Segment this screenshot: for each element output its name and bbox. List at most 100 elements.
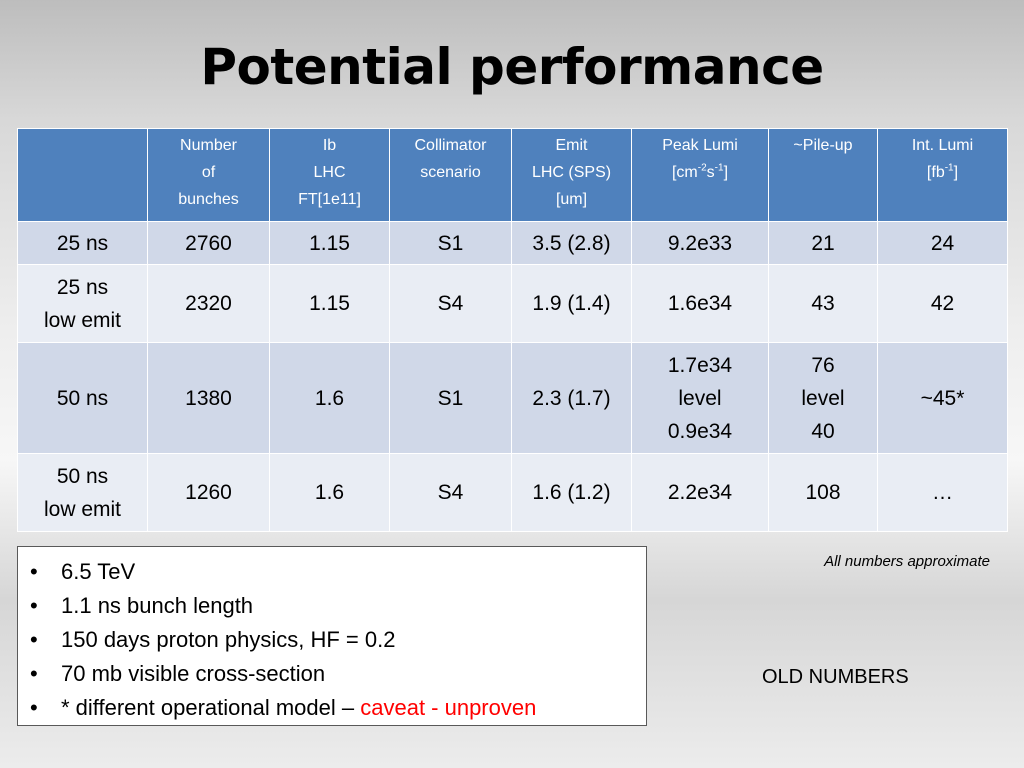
- table-cell: 42: [877, 264, 1008, 343]
- header-line: Number: [180, 137, 237, 154]
- table-cell: 2320: [147, 264, 270, 343]
- performance-table: Number of bunches Ib LHC FT[1e11] Collim…: [17, 128, 1008, 532]
- table-row: 25 ns 2760 1.15 S1 3.5 (2.8) 9.2e33 21 24: [17, 221, 1008, 265]
- cell-line: 43: [811, 292, 835, 315]
- table-cell: 1.15: [269, 221, 390, 265]
- slide-title: Potential performance: [200, 38, 824, 96]
- table-cell: 1.6: [269, 453, 390, 532]
- cell-line: 2.3 (1.7): [532, 386, 611, 410]
- note-item: • 6.5 TeV: [30, 555, 646, 589]
- approximate-note: All numbers approximate: [824, 553, 990, 570]
- header-ib-lhc: Ib LHC FT[1e11]: [269, 128, 390, 222]
- table-cell: 9.2e33: [631, 221, 769, 265]
- header-line: LHC (SPS): [531, 164, 612, 181]
- notes-box: • 6.5 TeV • 1.1 ns bunch length • 150 days pr…: [17, 546, 647, 726]
- header-emit: Emit LHC (SPS) [um]: [511, 128, 632, 222]
- table-row: 50 ns low emit 1260 1.6 S4 1.6 (1.2) 2.2e34 108…: [17, 453, 1008, 532]
- cell-line: 1.7e34: [667, 353, 733, 377]
- table-cell: ~45*: [877, 342, 1008, 454]
- bullet-icon: •: [30, 661, 38, 686]
- caveat-text: caveat - unproven: [360, 695, 537, 720]
- table-cell: S4: [389, 453, 512, 532]
- table-header-row: Number of bunches Ib LHC FT[1e11] Collim…: [17, 128, 1008, 222]
- header-line: Ib: [322, 137, 337, 154]
- note-text: 1.1 ns bunch length: [61, 593, 254, 618]
- table-cell: 1260: [147, 453, 270, 532]
- table-cell: S1: [389, 342, 512, 454]
- table-cell: 3.5 (2.8): [511, 221, 632, 265]
- table-row: 25 ns low emit 2320 1.15 S4 1.9 (1.4) 1.6e34 43…: [17, 264, 1008, 343]
- table-cell: …: [877, 453, 1008, 532]
- header-unit: [fb-1]: [926, 162, 959, 181]
- cell-line: 1.15: [309, 231, 350, 255]
- note-text: * different operational model –: [61, 695, 361, 720]
- header-number-of-bunches: Number of bunches: [147, 128, 270, 222]
- cell-line: 40: [811, 419, 835, 443]
- table-cell: 21: [768, 221, 878, 265]
- table-cell: 1.7e34 level 0.9e34: [631, 342, 769, 454]
- cell-line: …: [932, 481, 953, 504]
- notes-list: • 6.5 TeV • 1.1 ns bunch length • 150 days pr…: [30, 555, 646, 725]
- note-text: 6.5 TeV: [61, 559, 136, 584]
- header-line: Emit: [555, 137, 588, 154]
- header-line: ~Pile-up: [793, 137, 853, 154]
- table-row: 50 ns 1380 1.6 S1 2.3 (1.7) 1.7e34 level 0.9e34…: [17, 342, 1008, 454]
- header-line: Peak Lumi: [662, 137, 738, 154]
- table-cell: 50 ns low emit: [17, 453, 148, 532]
- cell-line: S1: [437, 386, 464, 410]
- note-item: • 70 mb visible cross-section: [30, 657, 646, 691]
- bullet-icon: •: [30, 695, 38, 720]
- cell-line: 24: [930, 231, 955, 255]
- header-peak-lumi: Peak Lumi [cm-2s-1]: [631, 128, 769, 222]
- table-cell: 1380: [147, 342, 270, 454]
- header-line: Int. Lumi: [911, 137, 974, 154]
- cell-line: 76: [811, 353, 835, 377]
- cell-line: S4: [437, 292, 464, 315]
- cell-line: 1260: [185, 481, 232, 504]
- cell-line: 3.5 (2.8): [532, 231, 611, 255]
- table-cell: 76 level 40: [768, 342, 878, 454]
- header-line: bunches: [178, 191, 239, 208]
- table-cell: 25 ns low emit: [17, 264, 148, 343]
- cell-line: 1.9 (1.4): [532, 292, 611, 315]
- table-cell: S4: [389, 264, 512, 343]
- header-pile-up: ~Pile-up: [768, 128, 878, 222]
- bullet-icon: •: [30, 559, 38, 584]
- header-collimator-scenario: Collimator scenario: [389, 128, 512, 222]
- table-cell: 1.6 (1.2): [511, 453, 632, 532]
- table-cell: 2.3 (1.7): [511, 342, 632, 454]
- table-cell: S1: [389, 221, 512, 265]
- cell-line: S1: [437, 231, 464, 255]
- table-cell: 2760: [147, 221, 270, 265]
- header-int-lumi: Int. Lumi [fb-1]: [877, 128, 1008, 222]
- bullet-icon: •: [30, 627, 38, 652]
- old-numbers-label: OLD NUMBERS: [762, 666, 909, 688]
- table-cell: 1.6e34: [631, 264, 769, 343]
- cell-line: 25 ns: [56, 231, 109, 255]
- cell-line: 108: [805, 481, 841, 504]
- cell-line: 1.6 (1.2): [532, 481, 611, 504]
- header-line: Collimator: [414, 137, 487, 154]
- header-line: of: [201, 164, 216, 181]
- cell-line: 25 ns: [56, 275, 109, 299]
- header-line: scenario: [420, 164, 481, 181]
- note-item: • 1.1 ns bunch length: [30, 589, 646, 623]
- bullet-icon: •: [30, 593, 38, 618]
- table-cell: 43: [768, 264, 878, 343]
- table-cell: 50 ns: [17, 342, 148, 454]
- cell-line: 9.2e33: [667, 231, 733, 255]
- header-corner-cell: [17, 128, 148, 222]
- table-cell: 108: [768, 453, 878, 532]
- cell-line: 1380: [185, 386, 232, 410]
- cell-line: ~45*: [920, 386, 965, 410]
- table-cell: 1.6: [269, 342, 390, 454]
- cell-line: 50 ns: [56, 464, 109, 488]
- table-cell: 2.2e34: [631, 453, 769, 532]
- table-body: 25 ns 2760 1.15 S1 3.5 (2.8) 9.2e33 21 24 25 ns l…: [17, 221, 1008, 532]
- cell-line: 42: [930, 292, 955, 315]
- cell-line: 2320: [185, 292, 232, 315]
- cell-line: 50 ns: [56, 386, 109, 410]
- note-text: 150 days proton physics, HF = 0.2: [61, 627, 396, 652]
- cell-line: 1.6: [314, 386, 345, 410]
- header-line: [um]: [555, 191, 588, 208]
